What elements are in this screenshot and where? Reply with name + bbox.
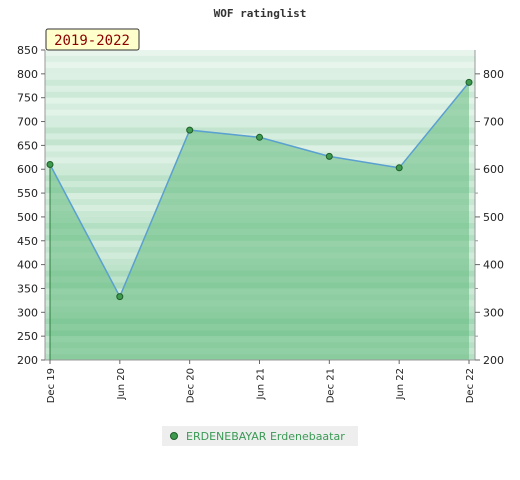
left-tick-label: 450	[17, 235, 38, 248]
right-tick-label: 200	[483, 354, 504, 367]
grid-band	[45, 55, 475, 62]
data-point	[256, 133, 263, 141]
data-point	[395, 164, 403, 172]
grid-band	[45, 115, 475, 122]
left-y-axis-ticks: 200 250 300 350 400 450 500 550 600 650 700 750 800 8…	[17, 44, 45, 367]
grid-band	[45, 61, 475, 68]
legend: ERDENEBAYAR Erdenebaatar	[162, 426, 358, 446]
left-tick-label: 700	[17, 116, 38, 129]
left-tick-label: 550	[17, 187, 38, 200]
grid-band	[45, 73, 475, 80]
period-badge: 2019-2022	[45, 28, 140, 51]
series-area	[50, 82, 469, 361]
grid-band	[45, 67, 475, 74]
grid-band	[45, 109, 475, 116]
data-point	[116, 293, 124, 301]
chart-title: WOF ratinglist	[214, 7, 307, 20]
x-axis-ticks: Dec 19 Jun 20 Dec 20 Jun 21 Dec 21 Jun 22 Dec …	[46, 360, 476, 403]
data-point	[186, 126, 194, 134]
grid-band	[45, 85, 475, 92]
grid-band	[45, 79, 475, 86]
left-tick-label: 350	[17, 282, 38, 295]
legend-marker	[170, 432, 178, 440]
data-point	[325, 152, 333, 160]
x-tick-label: Jun 21	[256, 368, 267, 401]
grid-band	[45, 91, 475, 98]
left-tick-label: 600	[17, 163, 38, 176]
right-tick-label: 700	[483, 116, 504, 129]
left-tick-label: 400	[17, 259, 38, 272]
right-y-axis-ticks: 200 300 400 500 600 700 800	[475, 68, 504, 367]
grid-band	[45, 50, 475, 56]
x-tick-label: Jun 20	[116, 368, 127, 401]
right-tick-label: 300	[483, 306, 504, 319]
data-point	[46, 161, 54, 168]
data-points	[46, 78, 473, 301]
right-tick-label: 400	[483, 259, 504, 272]
area-fill	[50, 82, 469, 361]
right-tick-label: 600	[483, 163, 504, 176]
left-tick-label: 200	[17, 354, 38, 367]
left-tick-label: 800	[17, 68, 38, 81]
grid-band	[45, 97, 475, 104]
x-tick-label: Dec 20	[186, 368, 197, 403]
left-tick-label: 250	[17, 330, 38, 343]
left-tick-label: 750	[17, 92, 38, 105]
x-tick-label: Dec 22	[465, 368, 476, 403]
grid-band	[45, 103, 475, 110]
grid-band	[45, 121, 475, 128]
right-tick-label: 500	[483, 211, 504, 224]
left-tick-label: 850	[17, 44, 38, 57]
grid-band	[45, 127, 475, 134]
left-tick-label: 500	[17, 211, 38, 224]
period-label: 2019-2022	[54, 33, 130, 49]
x-tick-label: Dec 21	[325, 368, 336, 403]
x-tick-label: Dec 19	[46, 368, 57, 403]
right-tick-label: 800	[483, 68, 504, 81]
left-tick-label: 650	[17, 139, 38, 152]
data-point	[465, 78, 473, 86]
left-tick-label: 300	[17, 306, 38, 319]
x-tick-label: Jun 22	[395, 368, 406, 401]
legend-entry: ERDENEBAYAR Erdenebaatar	[186, 430, 345, 443]
